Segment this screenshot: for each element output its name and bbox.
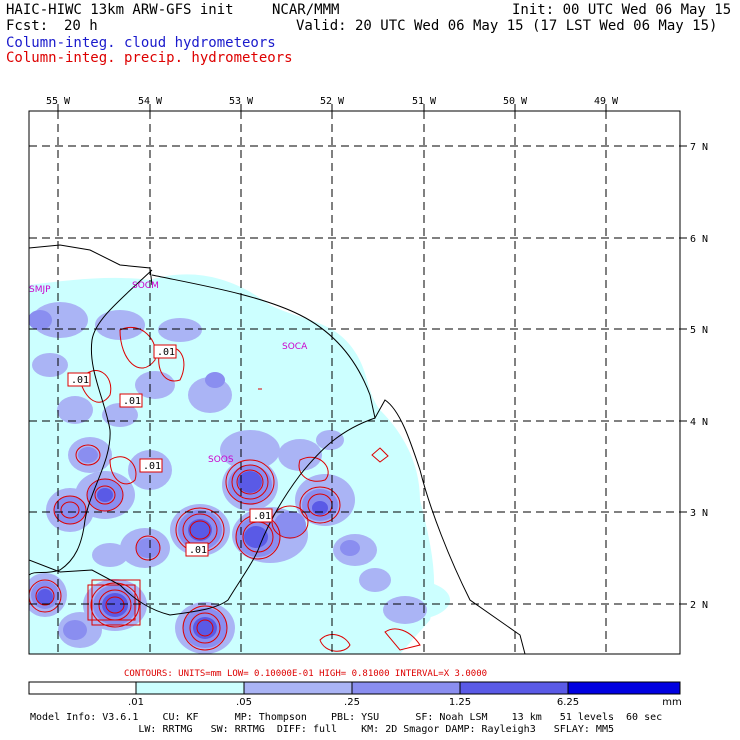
colorbar-level: .25: [344, 697, 360, 708]
colorbar-level: .05: [236, 697, 252, 708]
colorbar: [28, 681, 681, 695]
shaded-field: [29, 274, 450, 654]
forecast-hour-label: Fcst:: [6, 18, 49, 34]
station-label: SOOS: [208, 455, 234, 465]
station-label: SOCA: [282, 342, 308, 352]
lon-label: 54 W: [138, 96, 163, 107]
contour-label: .01: [253, 511, 271, 522]
contour-label: .01: [157, 347, 175, 358]
station-label: SOCM: [132, 281, 159, 291]
institution-label: NCAR/MMM: [272, 2, 340, 18]
axis-ticks: [57, 104, 687, 605]
field-cloud-label: Column-integ. cloud hydrometeors: [6, 35, 276, 51]
map-frame: [28, 110, 681, 655]
lon-label: 53 W: [229, 96, 254, 107]
lat-label: 4 N: [690, 417, 708, 428]
colorbar-level: .01: [128, 697, 144, 708]
lat-label: 5 N: [690, 325, 708, 336]
lat-lon-grid: [29, 111, 680, 654]
contour-label: .01: [143, 461, 161, 472]
lon-label: 50 W: [503, 96, 528, 107]
field-precip-label: Column-integ. precip. hydrometeors: [6, 50, 293, 66]
lat-label: 6 N: [690, 234, 708, 245]
lon-label: 51 W: [412, 96, 437, 107]
contour-label: .01: [71, 375, 89, 386]
station-label: SMJP: [29, 285, 51, 295]
lon-label: 55 W: [46, 96, 71, 107]
lat-label: 2 N: [690, 600, 708, 611]
contour-label: .01: [189, 545, 207, 556]
model-info-line1: Model Info: V3.6.1 CU: KF MP: Thompson P…: [30, 712, 663, 723]
contour-label: .01: [123, 396, 141, 407]
colorbar-units: mm: [662, 697, 681, 708]
forecast-hour-value: 20 h: [64, 18, 98, 34]
lat-label: 3 N: [690, 508, 708, 519]
lon-label: 52 W: [320, 96, 345, 107]
init-time: Init: 00 UTC Wed 06 May 15: [512, 2, 732, 18]
colorbar-level: 6.25: [557, 697, 579, 708]
model-info-line2: LW: RRTMG SW: RRTMG DIFF: full KM: 2D Sm…: [30, 724, 614, 735]
lon-label: 49 W: [594, 96, 619, 107]
valid-time: Valid: 20 UTC Wed 06 May 15 (17 LST Wed …: [296, 18, 718, 34]
lat-label: 7 N: [690, 142, 708, 153]
contour-caption: CONTOURS: UNITS=mm LOW= 0.10000E-01 HIGH…: [124, 669, 487, 679]
product-title: HAIC-HIWC 13km ARW-GFS init: [6, 2, 234, 18]
colorbar-level: 1.25: [449, 697, 471, 708]
